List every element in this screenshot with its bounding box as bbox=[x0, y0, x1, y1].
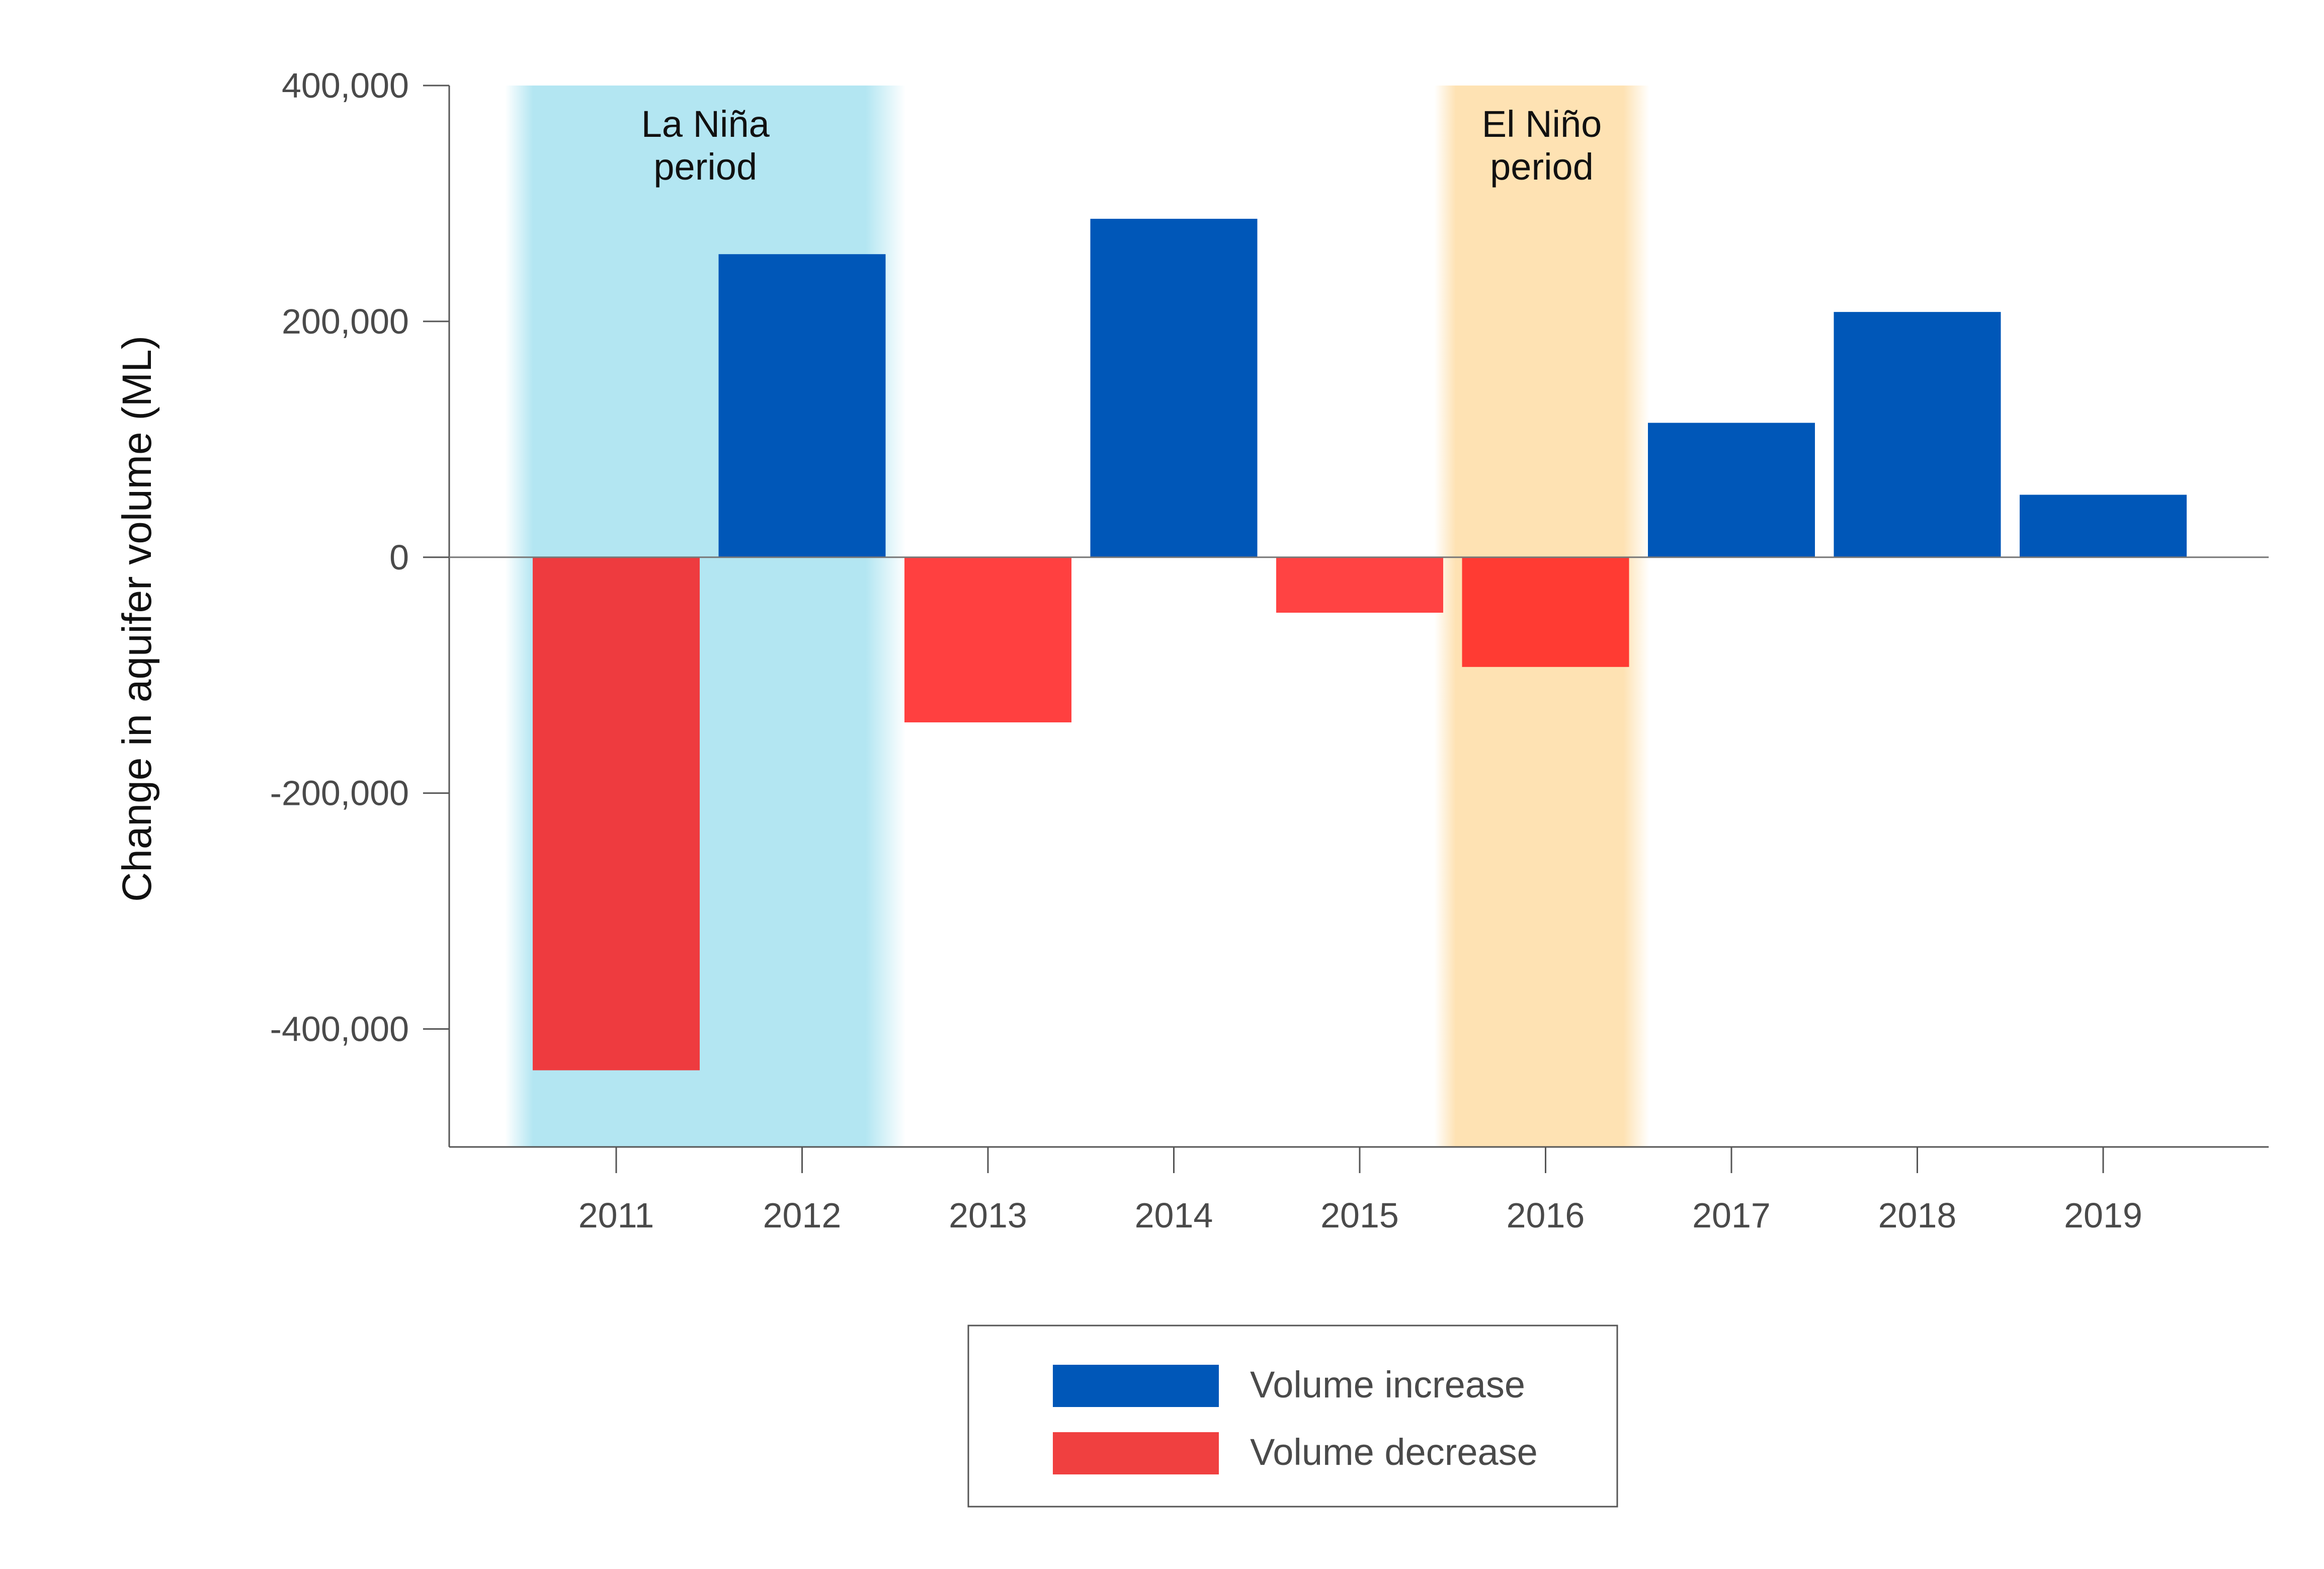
bar-2014 bbox=[1090, 218, 1258, 557]
x-tick-label-2018: 2018 bbox=[1878, 1196, 1957, 1235]
x-tick-label-2016: 2016 bbox=[1507, 1196, 1585, 1235]
bar-2017 bbox=[1648, 423, 1815, 557]
x-tick-label-2019: 2019 bbox=[2064, 1196, 2142, 1235]
y-tick-label: -200,000 bbox=[270, 774, 409, 813]
y-tick-label: 0 bbox=[389, 538, 409, 577]
legend-label-volume-increase: Volume increase bbox=[1250, 1364, 1525, 1406]
axes: 400,000 200,000 0 -200,000 -400,000 2011 2012 2… bbox=[270, 66, 2269, 1235]
bar-2018 bbox=[1834, 312, 2001, 557]
x-tick-label-2012: 2012 bbox=[763, 1196, 842, 1235]
bar-2012 bbox=[718, 254, 886, 557]
bar-2015 bbox=[1276, 557, 1443, 613]
x-tick-label-2017: 2017 bbox=[1692, 1196, 1771, 1235]
legend-frame bbox=[967, 1325, 1618, 1508]
bar-2016 bbox=[1462, 557, 1629, 667]
x-tick-label-2011: 2011 bbox=[578, 1196, 654, 1235]
x-tick-label-2015: 2015 bbox=[1320, 1196, 1399, 1235]
shaded-period-label: period bbox=[653, 146, 757, 188]
x-tick-label-2014: 2014 bbox=[1135, 1196, 1213, 1235]
shaded-period-label: period bbox=[1490, 146, 1594, 188]
y-axis-title: Change in aquifer volume (ML) bbox=[114, 336, 160, 902]
legend-label-volume-decrease: Volume decrease bbox=[1250, 1431, 1538, 1473]
bars bbox=[533, 218, 2187, 1070]
bar-2019 bbox=[2020, 494, 2187, 557]
x-tick-label-2013: 2013 bbox=[949, 1196, 1027, 1235]
y-tick-label: -400,000 bbox=[270, 1010, 409, 1049]
y-tick-label: 200,000 bbox=[282, 302, 409, 341]
bar-2013 bbox=[904, 557, 1071, 722]
shaded-period-label: El Niño bbox=[1482, 103, 1602, 145]
shaded-period-label: La Niña bbox=[641, 103, 770, 145]
legend-swatch-volume-increase bbox=[1053, 1365, 1219, 1407]
bar-2011 bbox=[533, 557, 700, 1070]
legend: Volume increase Volume decrease bbox=[967, 1325, 1618, 1508]
legend-swatch-volume-decrease bbox=[1053, 1432, 1219, 1474]
y-tick-label: 400,000 bbox=[282, 66, 409, 105]
